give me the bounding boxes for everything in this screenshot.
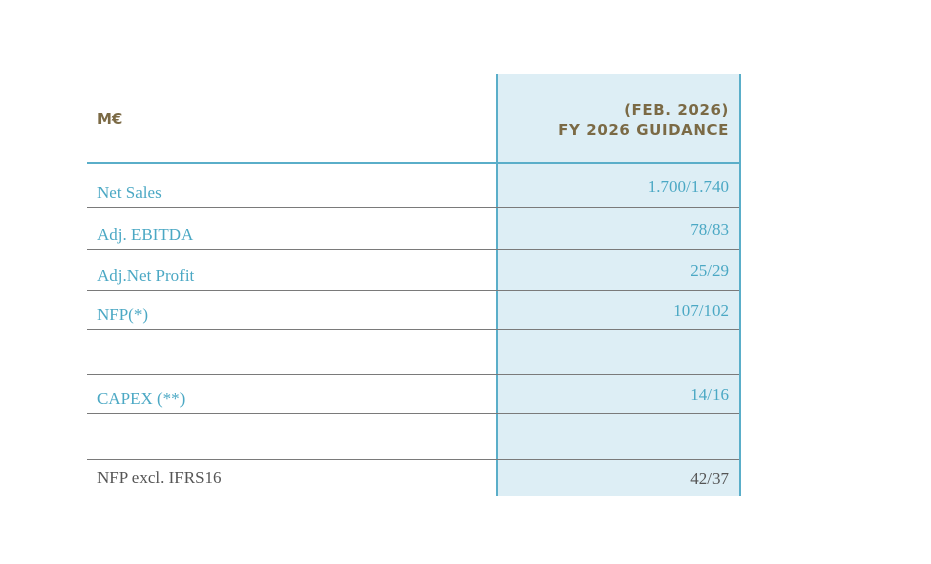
row-value: 1.700/1.740	[647, 177, 729, 196]
row-label: CAPEX (**)	[97, 389, 186, 408]
row-label: Adj. EBITDA	[97, 225, 194, 244]
table-row-nfp: NFP(*) 107/102	[87, 291, 739, 330]
row-value: 14/16	[690, 385, 729, 404]
row-value: 78/83	[690, 220, 729, 239]
row-label: Net Sales	[97, 183, 162, 202]
row-label: Adj.Net Profit	[97, 266, 195, 285]
table-row-net-sales: Net Sales 1.700/1.740	[87, 164, 739, 208]
row-label: NFP(*)	[97, 305, 149, 324]
row-value: 42/37	[690, 469, 729, 488]
guidance-column-highlight	[496, 74, 741, 496]
table-row-capex: CAPEX (**) 14/16	[87, 375, 739, 414]
table-row-adj-ebitda: Adj. EBITDA 78/83	[87, 208, 739, 250]
table-row-empty	[87, 330, 739, 375]
guidance-date-label: (FEB. 2026)	[624, 101, 729, 119]
row-label: NFP excl. IFRS16	[97, 468, 222, 487]
currency-unit-label: M€	[97, 110, 123, 128]
table-row-empty	[87, 414, 739, 460]
row-value: 107/102	[673, 301, 729, 320]
row-value: 25/29	[690, 261, 729, 280]
table-header-row: M€ (FEB. 2026) FY 2026 GUIDANCE	[87, 74, 739, 164]
table-row-adj-net-profit: Adj.Net Profit 25/29	[87, 250, 739, 291]
table-row-nfp-excl-ifrs16: NFP excl. IFRS16 42/37	[87, 460, 739, 496]
guidance-title-label: FY 2026 GUIDANCE	[558, 121, 729, 139]
guidance-column-header: (FEB. 2026) FY 2026 GUIDANCE	[558, 100, 729, 140]
